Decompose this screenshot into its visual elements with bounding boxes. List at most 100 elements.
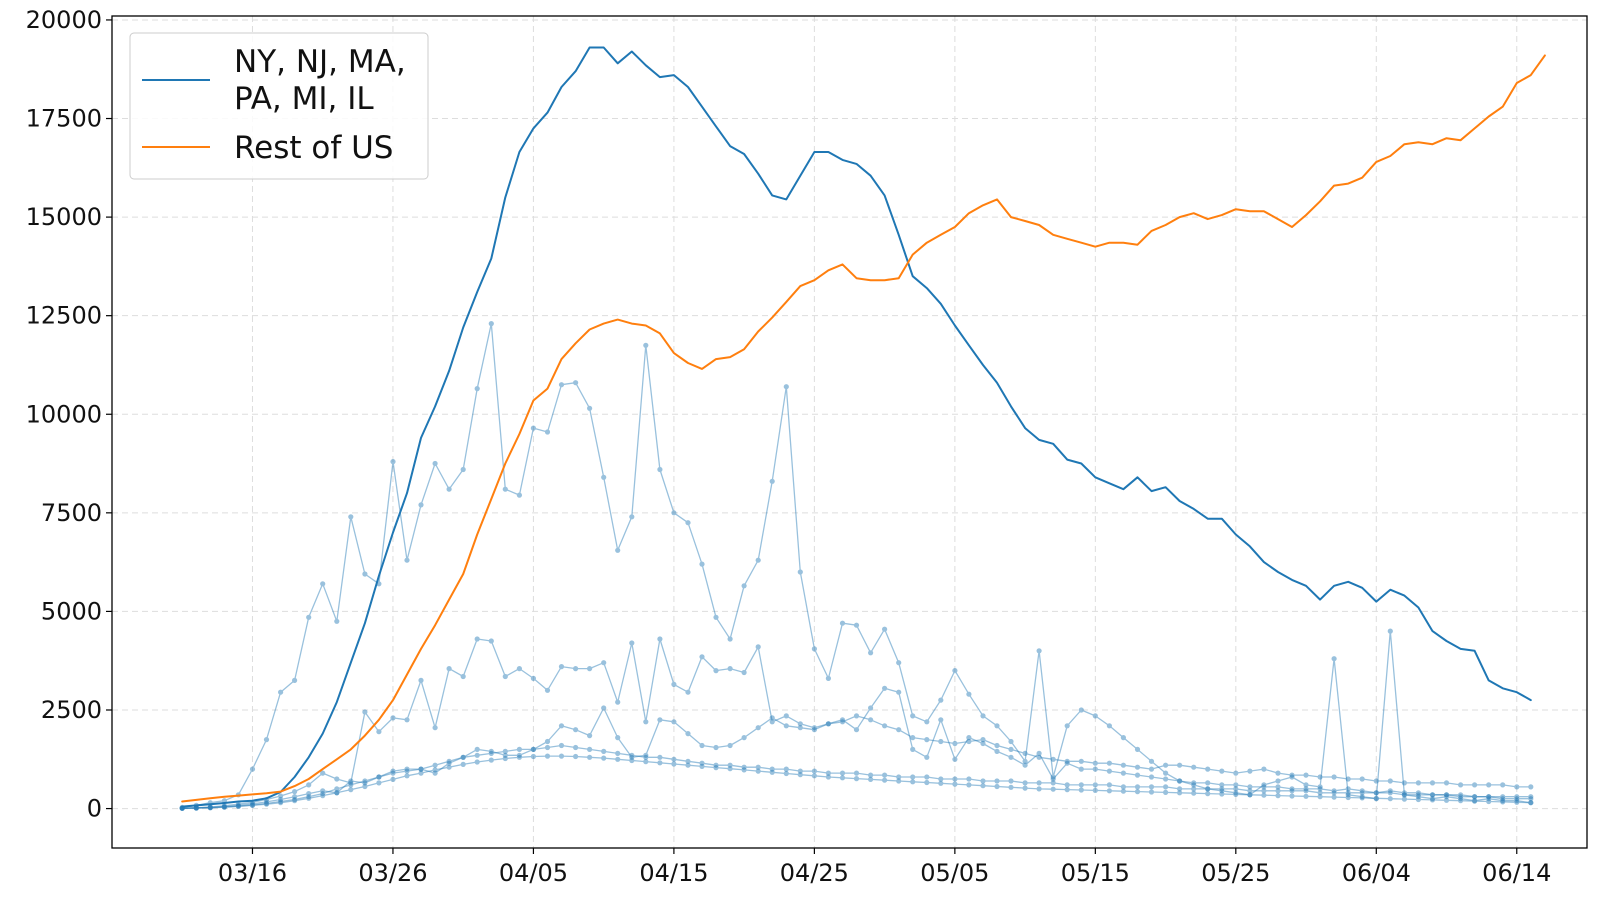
data-point [1134,746,1141,753]
data-point [952,776,958,782]
data-point [657,717,663,723]
data-point [713,765,719,771]
y-tick-label: 2500 [41,696,102,724]
data-point [362,778,368,784]
data-point [1429,792,1436,798]
data-point [769,769,775,775]
data-point [474,759,480,765]
data-point [1317,784,1323,790]
data-point [516,752,523,758]
series-5 [179,705,1534,811]
data-point [221,803,227,809]
data-point [1500,796,1506,802]
data-point [1345,776,1351,782]
data-point [938,780,944,786]
data-point [432,770,438,776]
data-point [1233,790,1239,796]
data-point [755,644,761,650]
data-point [769,478,775,484]
data-point [910,735,916,741]
data-point [910,746,916,753]
data-point [868,717,874,723]
data-point [839,620,846,626]
data-point [1458,796,1464,802]
data-point [629,754,635,760]
data-point [587,746,593,753]
data-point [1078,707,1084,713]
data-point [1373,796,1379,802]
data-point [938,776,944,782]
data-point [1486,782,1492,788]
data-point [1064,782,1070,788]
data-point [601,755,607,761]
data-point [1303,772,1309,778]
data-point [853,776,860,782]
data-point [924,774,930,780]
data-point [334,790,340,796]
data-point [558,742,565,749]
data-point [657,754,663,760]
data-point [418,766,424,772]
data-point [1486,796,1492,802]
data-point [235,802,241,809]
data-point [460,754,466,760]
data-point [1317,774,1323,780]
data-point [193,805,199,811]
data-point [1148,774,1155,780]
data-point [1514,799,1520,805]
data-point [390,715,396,721]
data-point [1317,786,1323,792]
data-point [1429,792,1436,798]
legend-label: NY, NJ, MA, PA, MI, IL [234,44,406,117]
data-point [1205,791,1211,797]
data-point [966,691,972,697]
data-point [797,768,803,774]
data-point [896,774,902,780]
data-point [235,803,241,809]
x-tick-label: 04/05 [499,859,568,887]
data-point [1134,764,1141,770]
data-point [825,770,832,776]
data-point [1148,758,1155,764]
data-point [530,675,537,682]
data-point [1500,798,1506,804]
data-point [811,727,818,733]
data-point [1092,760,1098,766]
data-point [699,654,705,660]
data-point [348,787,354,793]
data-point [1092,787,1098,794]
data-point [544,753,551,759]
data-point [783,384,789,390]
data-point [376,774,382,780]
data-point [1050,776,1056,782]
data-point [952,668,958,674]
data-point [671,510,677,516]
x-tick-label: 03/26 [358,859,427,887]
data-point [1387,790,1393,796]
data-point [924,719,930,725]
data-point [1106,782,1112,788]
data-point [320,770,326,776]
data-point [924,779,930,786]
data-point [446,666,452,672]
data-point [1120,735,1126,741]
data-point [320,791,326,797]
data-point [615,735,621,741]
data-point [980,783,986,789]
data-point [910,779,916,785]
data-point [334,618,340,624]
data-point [1514,798,1520,804]
data-point [544,744,551,751]
y-tick-label: 15000 [26,203,102,231]
data-point [263,799,270,805]
data-point [432,460,438,467]
data-point [1078,782,1084,788]
x-tick-label: 06/04 [1342,859,1411,887]
data-point [699,561,705,567]
data-point [292,798,298,804]
data-point [671,756,677,762]
series-4 [179,636,1534,811]
data-point [1163,770,1169,776]
data-point [1415,794,1421,800]
y-tick-label: 17500 [26,105,102,133]
